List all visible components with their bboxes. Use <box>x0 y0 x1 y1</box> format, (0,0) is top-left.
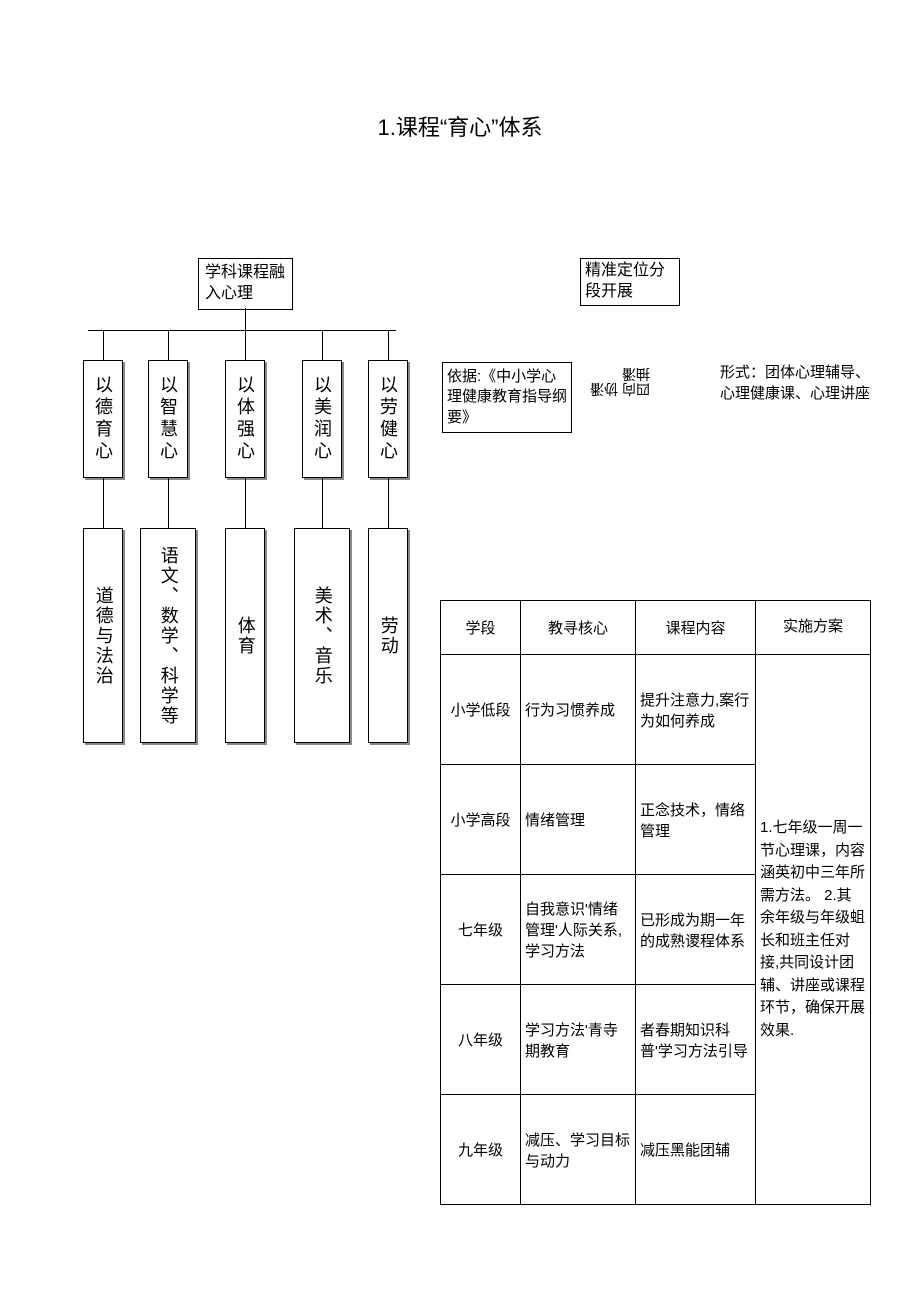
page-title: 1.课程“育心”体系 <box>0 110 920 142</box>
grade-table: 学段 教寻核心 课程内容 实施方案 小学低段 行为习惯养成 提升注意力,案行为如… <box>440 600 871 1205</box>
bottom-node-1: 道德与法治 <box>83 528 123 743</box>
cell-content: 已形成为期一年的成熟谡程体系 <box>636 875 756 985</box>
mid-node-3: 以体强心 <box>225 360 265 478</box>
connector-line <box>322 478 323 528</box>
connector-line <box>388 330 389 360</box>
cell-stage: 九年级 <box>441 1095 521 1205</box>
table-row: 小学低段 行为习惯养成 提升注意力,案行为如何养成 1.七年级一周一节心理课，内… <box>441 655 871 765</box>
flowchart-root-right: 精准定位分段开展 <box>580 258 680 306</box>
connector-line <box>245 308 246 330</box>
connector-line <box>322 330 323 360</box>
cell-stage: 七年级 <box>441 875 521 985</box>
connector-line <box>388 478 389 528</box>
info-rotated-text: 四向 协潘 抽潘 <box>590 365 650 396</box>
connector-line <box>245 330 246 360</box>
cell-core: 情绪管理 <box>521 765 636 875</box>
header-content: 课程内容 <box>636 601 756 655</box>
connector-line <box>168 330 169 360</box>
cell-content: 提升注意力,案行为如何养成 <box>636 655 756 765</box>
header-stage: 学段 <box>441 601 521 655</box>
cell-stage: 小学低段 <box>441 655 521 765</box>
table-header-row: 学段 教寻核心 课程内容 实施方案 <box>441 601 871 655</box>
cell-content: 正念技术，情络管理 <box>636 765 756 875</box>
mid-node-5: 以劳健心 <box>368 360 408 478</box>
mid-node-4: 以美润心 <box>302 360 342 478</box>
cell-content: 者春期知识科普'学习方法引导 <box>636 985 756 1095</box>
cell-stage: 小学高段 <box>441 765 521 875</box>
info-basis: 依据:《中小学心理健康教育指导纲要》 <box>442 362 572 433</box>
flowchart-root-left: 学科课程融入心理 <box>198 258 293 310</box>
bottom-node-2: 语文、数学、科学等 <box>140 528 196 743</box>
connector-hbar <box>88 330 396 331</box>
cell-core: 行为习惯养成 <box>521 655 636 765</box>
connector-line <box>168 478 169 528</box>
cell-core: 学习方法'青寺期教育 <box>521 985 636 1095</box>
cell-stage: 八年级 <box>441 985 521 1095</box>
connector-line <box>245 478 246 528</box>
bottom-node-5: 劳动 <box>368 528 408 743</box>
mid-node-1: 以德育心 <box>83 360 123 478</box>
bottom-node-3: 体育 <box>225 528 265 743</box>
bottom-node-4: 美术、音乐 <box>294 528 350 743</box>
connector-line <box>103 330 104 360</box>
header-plan: 实施方案 <box>756 601 871 655</box>
cell-core: 减压、学习目标与动力 <box>521 1095 636 1205</box>
cell-core: 自我意识'情绪管理'人际关系,学习方法 <box>521 875 636 985</box>
header-core: 教寻核心 <box>521 601 636 655</box>
mid-node-2: 以智慧心 <box>148 360 188 478</box>
cell-plan: 1.七年级一周一节心理课，内容涵英初中三年所需方法。 2.其余年级与年级蛆长和班… <box>756 655 871 1205</box>
info-form: 形式：团体心理辅导、心理健康课、心理讲座 <box>720 362 875 404</box>
connector-line <box>103 478 104 528</box>
cell-content: 减压黑能团辅 <box>636 1095 756 1205</box>
